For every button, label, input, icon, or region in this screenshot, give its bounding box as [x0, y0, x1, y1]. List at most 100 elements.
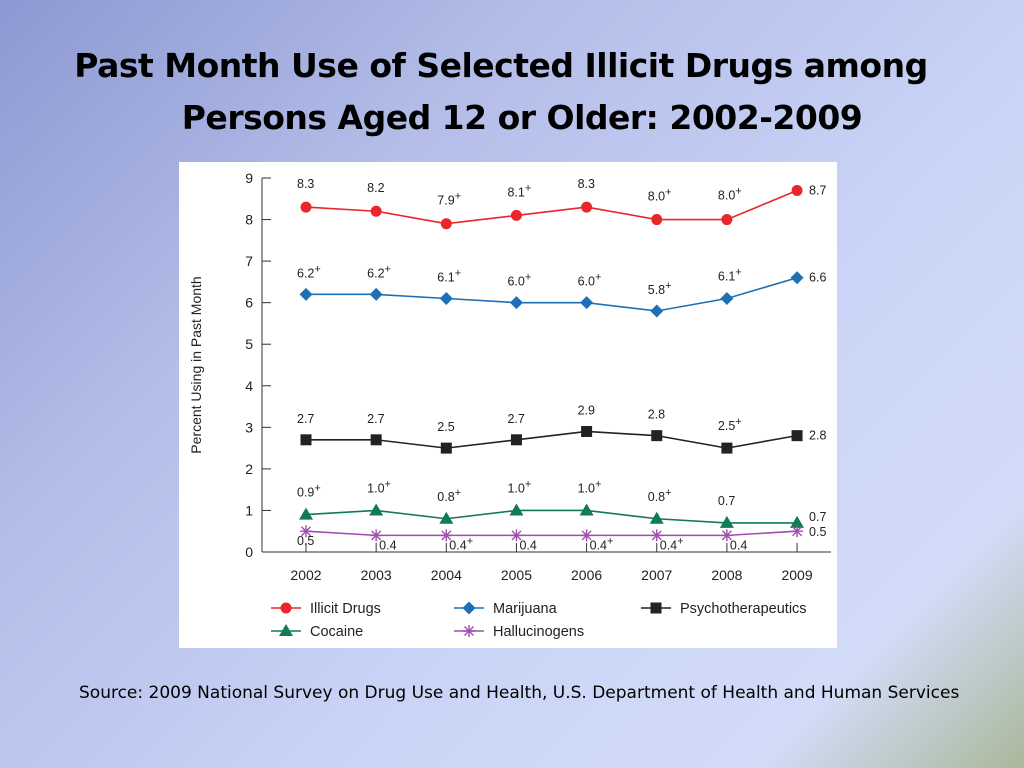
- data-label: 2.7: [297, 412, 314, 426]
- data-point: [721, 442, 733, 454]
- data-point: [440, 218, 452, 230]
- data-label: 2.8: [648, 408, 665, 422]
- legend-label: Marijuana: [493, 601, 558, 617]
- data-point: [580, 296, 594, 310]
- legend-label: Cocaine: [310, 624, 363, 640]
- data-label: 8.0+: [718, 186, 742, 203]
- data-label: 2.8: [809, 429, 826, 443]
- data-point: [651, 430, 663, 442]
- y-tick-label: 8: [245, 212, 253, 228]
- data-label: 1.0+: [507, 478, 531, 495]
- data-point: [650, 529, 663, 542]
- data-point: [439, 292, 453, 306]
- data-point: [299, 287, 313, 301]
- series-line: [305, 509, 798, 524]
- y-tick-label: 4: [245, 378, 253, 394]
- x-tick-label: 2005: [501, 567, 532, 583]
- y-tick-label: 5: [245, 336, 253, 352]
- data-point: [790, 515, 805, 528]
- data-label: 2.5: [437, 420, 454, 434]
- data-point: [440, 442, 452, 454]
- data-point: [439, 511, 454, 524]
- data-label: 2.9: [578, 403, 595, 417]
- series-line: [306, 430, 798, 449]
- x-tick-label: 2006: [571, 567, 602, 583]
- y-axis-label: Percent Using in Past Month: [188, 276, 204, 453]
- data-label: 0.5: [809, 525, 826, 539]
- data-label: 6.1+: [437, 268, 461, 285]
- data-label: 2.7: [507, 412, 524, 426]
- series-cocaine: [299, 503, 805, 528]
- data-point: [300, 434, 312, 446]
- data-point: [791, 525, 804, 538]
- data-point: [299, 507, 313, 520]
- data-point: [510, 209, 522, 221]
- series-line: [305, 530, 798, 537]
- series-line: [306, 276, 798, 312]
- data-label: 5.8+: [648, 280, 672, 297]
- data-label: 7.9+: [437, 191, 461, 208]
- y-tick-label: 6: [245, 295, 253, 311]
- data-label: 0.4+: [590, 535, 614, 552]
- data-point: [721, 214, 733, 226]
- source-note: Source: 2009 National Survey on Drug Use…: [79, 683, 960, 703]
- data-point: [580, 529, 593, 542]
- data-label: 6.6: [809, 271, 826, 285]
- data-point: [509, 503, 524, 516]
- data-point: [720, 529, 733, 542]
- data-point: [300, 201, 312, 213]
- data-point: [440, 529, 453, 542]
- x-tick-label: 2007: [641, 567, 672, 583]
- data-point: [649, 511, 664, 524]
- data-label: 0.4: [730, 538, 747, 552]
- data-label: 0.4+: [660, 535, 684, 552]
- legend-marker: [650, 602, 662, 614]
- legend-item: Hallucinogens: [454, 624, 584, 640]
- y-tick-label: 9: [245, 170, 253, 186]
- data-point: [369, 287, 383, 301]
- legend-label: Psychotherapeutics: [680, 601, 807, 617]
- data-label: 1.0+: [367, 478, 391, 495]
- data-point: [791, 430, 803, 442]
- data-point: [300, 525, 312, 538]
- legend-label: Illicit Drugs: [310, 601, 381, 617]
- y-tick-label: 0: [245, 544, 253, 560]
- data-label: 2.5+: [718, 416, 742, 433]
- data-point: [509, 296, 523, 310]
- data-label: 0.4+: [449, 535, 473, 552]
- legend-marker: [463, 625, 475, 637]
- chart-svg: 0 1 2 3 4 5 6 7 8 9 2002 2003 2004 2005 2006 2007 2008 20…: [188, 170, 831, 640]
- y-tick-label: 7: [245, 253, 253, 269]
- data-label: 0.8+: [648, 487, 672, 504]
- data-point: [791, 184, 803, 196]
- data-label: 0.4: [519, 538, 536, 552]
- legend-label: Hallucinogens: [493, 624, 584, 640]
- legend-marker: [462, 601, 476, 615]
- x-tick-label: 2008: [711, 567, 742, 583]
- legend-item: Psychotherapeutics: [641, 601, 807, 617]
- legend-item: Illicit Drugs: [271, 601, 381, 617]
- data-label: 0.7: [718, 494, 735, 508]
- legend-item: Cocaine: [271, 624, 363, 640]
- data-label: 8.1+: [507, 182, 531, 199]
- data-label: 0.8+: [437, 487, 461, 504]
- data-point: [581, 425, 593, 437]
- data-point: [370, 529, 383, 542]
- data-label: 2.7: [367, 412, 384, 426]
- data-label: 8.0+: [648, 187, 672, 204]
- x-tick-label: 2002: [290, 567, 321, 583]
- y-tick-label: 1: [245, 502, 253, 518]
- data-point: [370, 434, 382, 446]
- data-label: 0.7: [809, 510, 826, 524]
- series-line: [305, 189, 798, 225]
- data-point: [510, 529, 523, 542]
- series-marijuana: [299, 271, 804, 318]
- data-label: 6.0+: [507, 272, 531, 289]
- data-point: [510, 434, 522, 446]
- title-line-2: Persons Aged 12 or Older: 2002-2009: [181, 98, 863, 137]
- data-point: [370, 205, 382, 217]
- data-label: 0.9+: [297, 483, 321, 500]
- data-label: 0.4: [379, 538, 396, 552]
- y-tick-label: 3: [245, 419, 253, 435]
- chart: 0 1 2 3 4 5 6 7 8 9 2002 2003 2004 2005 2006 2007 2008 20…: [179, 162, 837, 648]
